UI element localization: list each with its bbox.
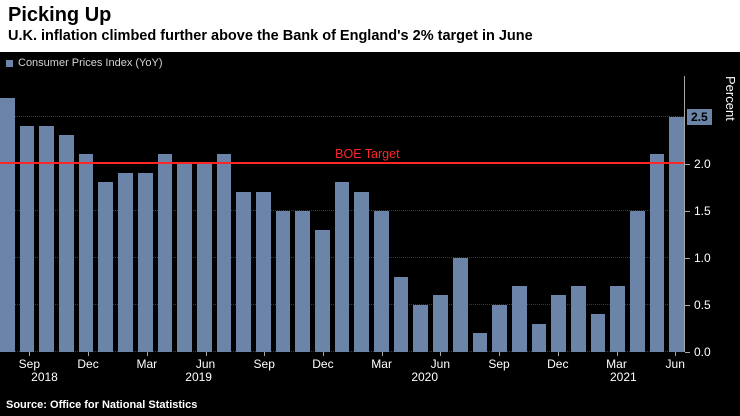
y-tick-label: 0.5 — [685, 298, 711, 312]
bar-aug-2020 — [472, 333, 488, 352]
bar-sep-2018 — [19, 125, 35, 352]
chart-header: Picking Up U.K. inflation climbed furthe… — [0, 0, 740, 52]
x-year-label: 2018 — [31, 370, 58, 384]
x-tick-label: Mar — [136, 357, 158, 371]
bar-mar-2021 — [610, 286, 625, 352]
bar-sep-2019 — [255, 191, 271, 352]
bar-feb-2020 — [354, 191, 370, 352]
boe-target-label: BOE Target — [335, 146, 400, 161]
bar-may-2019 — [177, 163, 192, 352]
bar-nov-2018 — [59, 135, 74, 352]
bar-oct-2019 — [275, 210, 291, 352]
x-tick-mark — [29, 352, 31, 356]
x-tick-label: Jun — [430, 357, 451, 371]
x-tick-label: Dec — [547, 357, 569, 371]
bar-dec-2020 — [551, 295, 566, 352]
bar-apr-2020 — [393, 276, 409, 352]
bar-nov-2019 — [295, 210, 310, 352]
x-tick-label: Mar — [606, 357, 627, 371]
bar-jun-2021 — [669, 116, 685, 352]
x-tick-label: Dec — [312, 357, 334, 371]
bar-sep-2020 — [492, 304, 507, 352]
bar-mar-2019 — [137, 173, 153, 352]
x-tick-label: Sep — [253, 357, 275, 371]
bar-jul-2019 — [216, 154, 232, 352]
x-axis: Sep Dec Mar Jun Sep Dec Mar Jun Sep Dec Mar Jun 2018… — [0, 352, 685, 386]
bars — [0, 76, 685, 352]
bar-feb-2019 — [118, 173, 133, 352]
chart-title: Picking Up — [8, 4, 112, 26]
x-year-label: 2020 — [411, 370, 439, 384]
plot-area: BOE Target — [0, 76, 685, 352]
bar-jan-2021 — [570, 286, 586, 352]
chart-region: Consumer Prices Index (YoY) BOE Target 0… — [0, 52, 740, 416]
x-tick-mark — [616, 352, 618, 356]
bar-oct-2018 — [39, 125, 55, 352]
bar-feb-2021 — [590, 314, 606, 352]
bar-may-2020 — [413, 304, 429, 352]
x-tick-label: Sep — [488, 357, 510, 371]
bar-jan-2019 — [98, 182, 114, 352]
boe-target-line — [0, 161, 684, 164]
bar-aug-2018 — [0, 97, 15, 352]
x-tick-label: Dec — [77, 357, 99, 371]
x-tick-mark — [440, 352, 442, 356]
bar-aug-2019 — [236, 191, 251, 352]
bar-nov-2020 — [531, 323, 547, 352]
x-tick-label: Mar — [371, 357, 392, 371]
x-tick-mark — [205, 352, 207, 356]
gridline — [0, 115, 684, 117]
x-tick-mark — [675, 352, 677, 356]
y-axis: 0.0 0.5 1.0 1.5 2.0 2.5 — [685, 76, 719, 359]
legend: Consumer Prices Index (YoY) — [6, 57, 163, 69]
x-tick-mark — [557, 352, 559, 356]
bar-oct-2020 — [511, 286, 527, 352]
last-value-badge: 2.5 — [687, 108, 712, 125]
legend-label: Consumer Prices Index (YoY) — [18, 57, 163, 69]
x-tick-label: Sep — [18, 357, 41, 371]
bar-apr-2019 — [157, 154, 173, 352]
y-tick-label: 2.0 — [685, 157, 711, 171]
bar-jul-2020 — [452, 257, 468, 352]
bar-jun-2019 — [196, 163, 212, 352]
x-tick-label: Jun — [195, 357, 216, 371]
x-tick-label: Jun — [665, 357, 685, 371]
bar-jan-2020 — [334, 182, 350, 352]
bar-may-2021 — [649, 154, 665, 352]
x-year-label: 2021 — [609, 370, 637, 384]
bar-mar-2020 — [374, 210, 389, 352]
legend-swatch-icon — [6, 59, 13, 67]
x-tick-mark — [264, 352, 266, 356]
x-tick-mark — [322, 352, 324, 356]
x-tick-mark — [381, 352, 383, 356]
x-year-label: 2019 — [185, 370, 212, 384]
bar-dec-2019 — [315, 229, 330, 352]
bar-apr-2021 — [630, 210, 645, 352]
source-note: Source: Office for National Statistics — [6, 399, 198, 411]
y-tick-label: 1.5 — [685, 204, 711, 218]
x-tick-mark — [88, 352, 90, 356]
x-tick-mark — [146, 352, 148, 356]
y-tick-label: 0.0 — [685, 345, 711, 359]
y-axis-title: Percent — [723, 76, 738, 121]
chart-subtitle: U.K. inflation climbed further above the… — [8, 28, 533, 44]
bar-dec-2018 — [78, 154, 94, 352]
bar-jun-2020 — [433, 295, 448, 352]
x-tick-mark — [499, 352, 501, 356]
y-tick-label: 1.0 — [685, 251, 711, 265]
